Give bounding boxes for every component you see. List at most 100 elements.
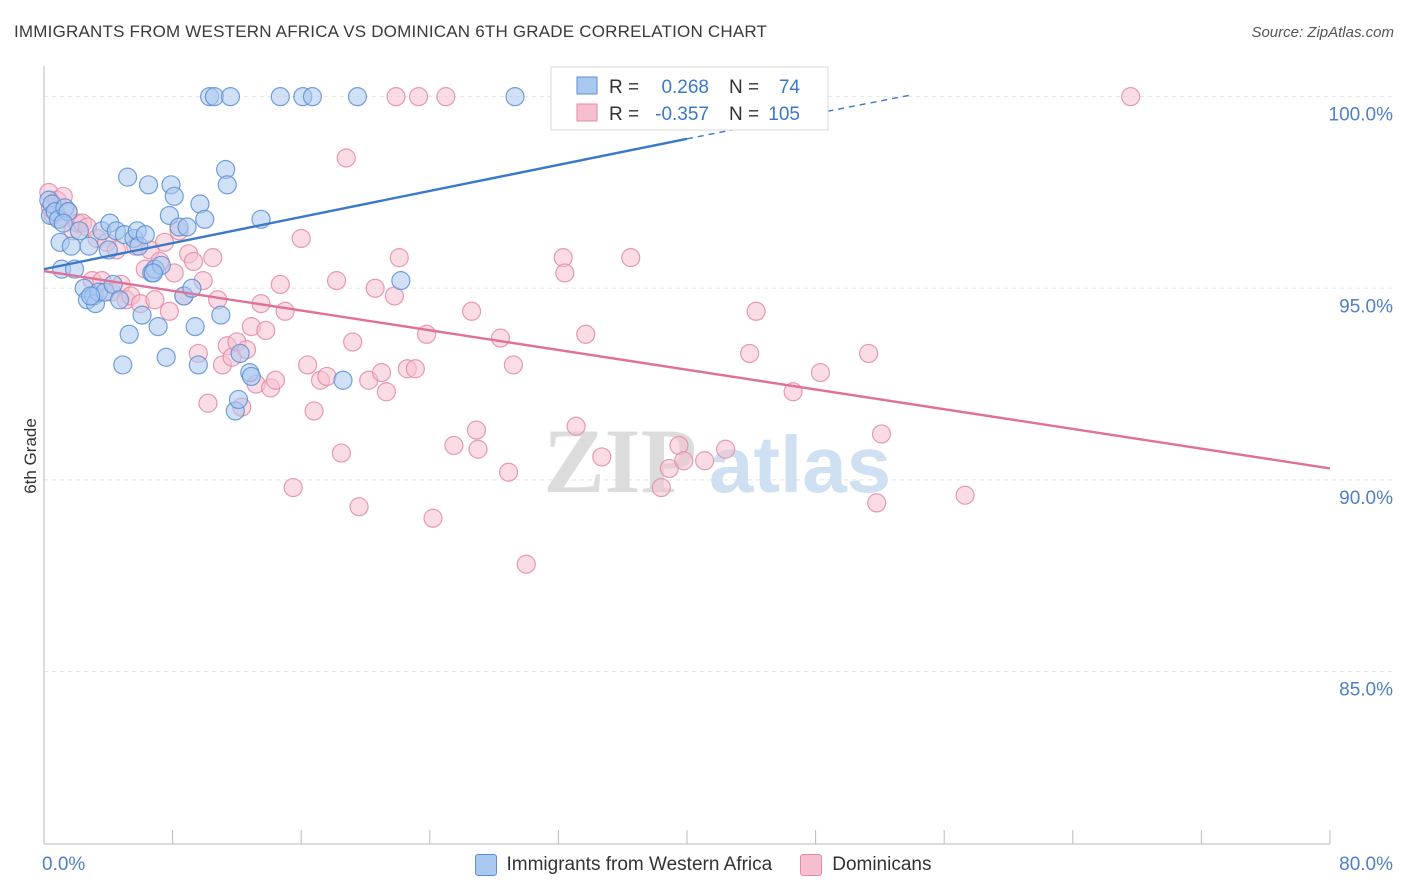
dominicans-point-76 xyxy=(466,420,487,440)
stats-pink-n-label: N = xyxy=(729,104,759,125)
western-africa-point-71 xyxy=(113,355,133,375)
western-africa-point-60 xyxy=(241,366,261,387)
dominicans-point-66 xyxy=(376,382,396,402)
western-africa-point-54 xyxy=(217,175,237,195)
western-africa-point-44 xyxy=(177,217,197,237)
dominicans-point-102 xyxy=(1121,87,1141,107)
western-africa-point-62 xyxy=(270,87,290,107)
western-africa-point-14 xyxy=(79,236,99,256)
dominicans-point-85 xyxy=(576,324,596,344)
western-africa-point-36 xyxy=(148,317,168,337)
dominicans-point-104 xyxy=(408,87,429,107)
dominicans-point-54 xyxy=(298,355,318,375)
dominicans-point-75 xyxy=(461,301,482,321)
dominicans-point-74 xyxy=(444,435,464,456)
y-tick-label-1: 95.0% xyxy=(1339,296,1393,317)
western-africa-point-55 xyxy=(220,87,241,107)
dominicans-point-93 xyxy=(715,439,736,459)
dominicans-point-49 xyxy=(265,370,286,390)
y-tick-label-2: 90.0% xyxy=(1339,488,1393,509)
dominicans-point-79 xyxy=(498,462,519,482)
dominicans-point-55 xyxy=(304,401,324,421)
dominicans-point-35 xyxy=(198,393,218,413)
stats-blue-r-label: R = xyxy=(609,77,639,98)
legend-item-western-africa: Immigrants from Western Africa xyxy=(474,854,773,876)
dominicans-point-47 xyxy=(256,320,276,341)
dominicans-point-24 xyxy=(145,290,165,310)
dominicans-point-78 xyxy=(490,328,511,348)
stats-blue-n-value: 74 xyxy=(779,77,801,98)
x-tick-label-1: 80.0% xyxy=(1339,854,1393,875)
dominicans-point-60 xyxy=(336,148,356,168)
dominicans-point-73 xyxy=(436,87,456,107)
dominicans-point-62 xyxy=(349,497,369,517)
dominicans-point-103 xyxy=(386,87,406,107)
stats-blue-swatch xyxy=(576,76,598,95)
y-axis-title: 6th Grade xyxy=(21,418,40,494)
dominicans-point-94 xyxy=(740,343,760,364)
dominicans-point-77 xyxy=(468,439,488,459)
dominicans-point-27 xyxy=(159,301,179,321)
western-africa-point-52 xyxy=(211,305,231,325)
western-africa-point-38 xyxy=(156,347,176,367)
dominicans-point-72 xyxy=(423,508,443,528)
western-africa-point-73 xyxy=(53,213,73,233)
western-africa-point-27 xyxy=(119,324,139,344)
dominicans-point-80 xyxy=(503,355,523,375)
dominicans-point-84 xyxy=(566,416,586,436)
legend-label-dominicans: Dominicans xyxy=(832,854,932,875)
dominicans-point-88 xyxy=(651,477,671,498)
dominicans-point-53 xyxy=(291,228,311,249)
western-africa-point-33 xyxy=(138,175,159,195)
dominicans-point-64 xyxy=(365,278,385,298)
dominicans-trend-line xyxy=(43,269,1331,470)
dominicans-point-59 xyxy=(331,443,351,463)
western-africa-points xyxy=(39,87,630,421)
western-africa-point-68 xyxy=(505,87,525,107)
watermark-atlas: atlas xyxy=(709,420,891,509)
western-africa-point-70 xyxy=(81,286,101,306)
chart-title: IMMIGRANTS FROM WESTERN AFRICA VS DOMINI… xyxy=(14,22,768,41)
x-axis-tick-labels: 0.0% 80.0% xyxy=(42,854,1393,875)
legend-label-western-africa: Immigrants from Western Africa xyxy=(506,854,773,875)
dominicans-point-51 xyxy=(275,301,295,321)
western-africa-point-57 xyxy=(228,389,249,410)
western-africa-point-72 xyxy=(143,263,163,283)
stats-pink-r-label: R = xyxy=(609,104,639,125)
dominicans-point-50 xyxy=(270,274,290,295)
dominicans-point-70 xyxy=(405,359,425,379)
legend-swatch-pink xyxy=(800,854,823,876)
legend-item-dominicans: Dominicans xyxy=(800,854,931,876)
western-africa-point-32 xyxy=(135,225,155,245)
western-africa-point-65 xyxy=(333,370,353,390)
western-africa-point-46 xyxy=(185,317,205,337)
x-tick-label-0: 0.0% xyxy=(42,854,85,875)
western-africa-point-24 xyxy=(109,290,130,310)
dominicans-point-86 xyxy=(592,447,612,467)
stats-pink-n-value: 105 xyxy=(768,104,800,125)
western-africa-point-41 xyxy=(164,186,184,206)
dominicans-point-100 xyxy=(871,424,892,444)
dominicans-point-83 xyxy=(555,263,575,283)
western-africa-point-11 xyxy=(69,221,89,241)
dominicans-point-52 xyxy=(283,477,303,498)
dominicans-point-57 xyxy=(317,366,337,387)
dominicans-point-97 xyxy=(810,363,831,383)
dominicans-point-91 xyxy=(674,451,694,471)
stats-blue-n-label: N = xyxy=(729,77,759,98)
y-axis-tick-labels: 100.0% 95.0% 90.0% 85.0% xyxy=(1329,105,1394,701)
source-label: Source: ZipAtlas.com xyxy=(1251,24,1394,41)
western-africa-point-64 xyxy=(302,87,323,107)
dominicans-point-58 xyxy=(326,271,347,291)
western-africa-point-66 xyxy=(347,87,368,107)
legend-swatch-blue xyxy=(474,854,497,876)
dominicans-point-101 xyxy=(955,485,975,505)
dominicans-point-61 xyxy=(343,332,363,352)
stats-blue-r-value: 0.268 xyxy=(661,77,709,98)
dominicans-point-36 xyxy=(203,248,223,268)
y-tick-label-3: 85.0% xyxy=(1339,680,1393,701)
stats-pink-r-value: -0.357 xyxy=(655,104,709,125)
dominicans-point-98 xyxy=(859,343,879,364)
western-africa-point-47 xyxy=(188,355,208,375)
